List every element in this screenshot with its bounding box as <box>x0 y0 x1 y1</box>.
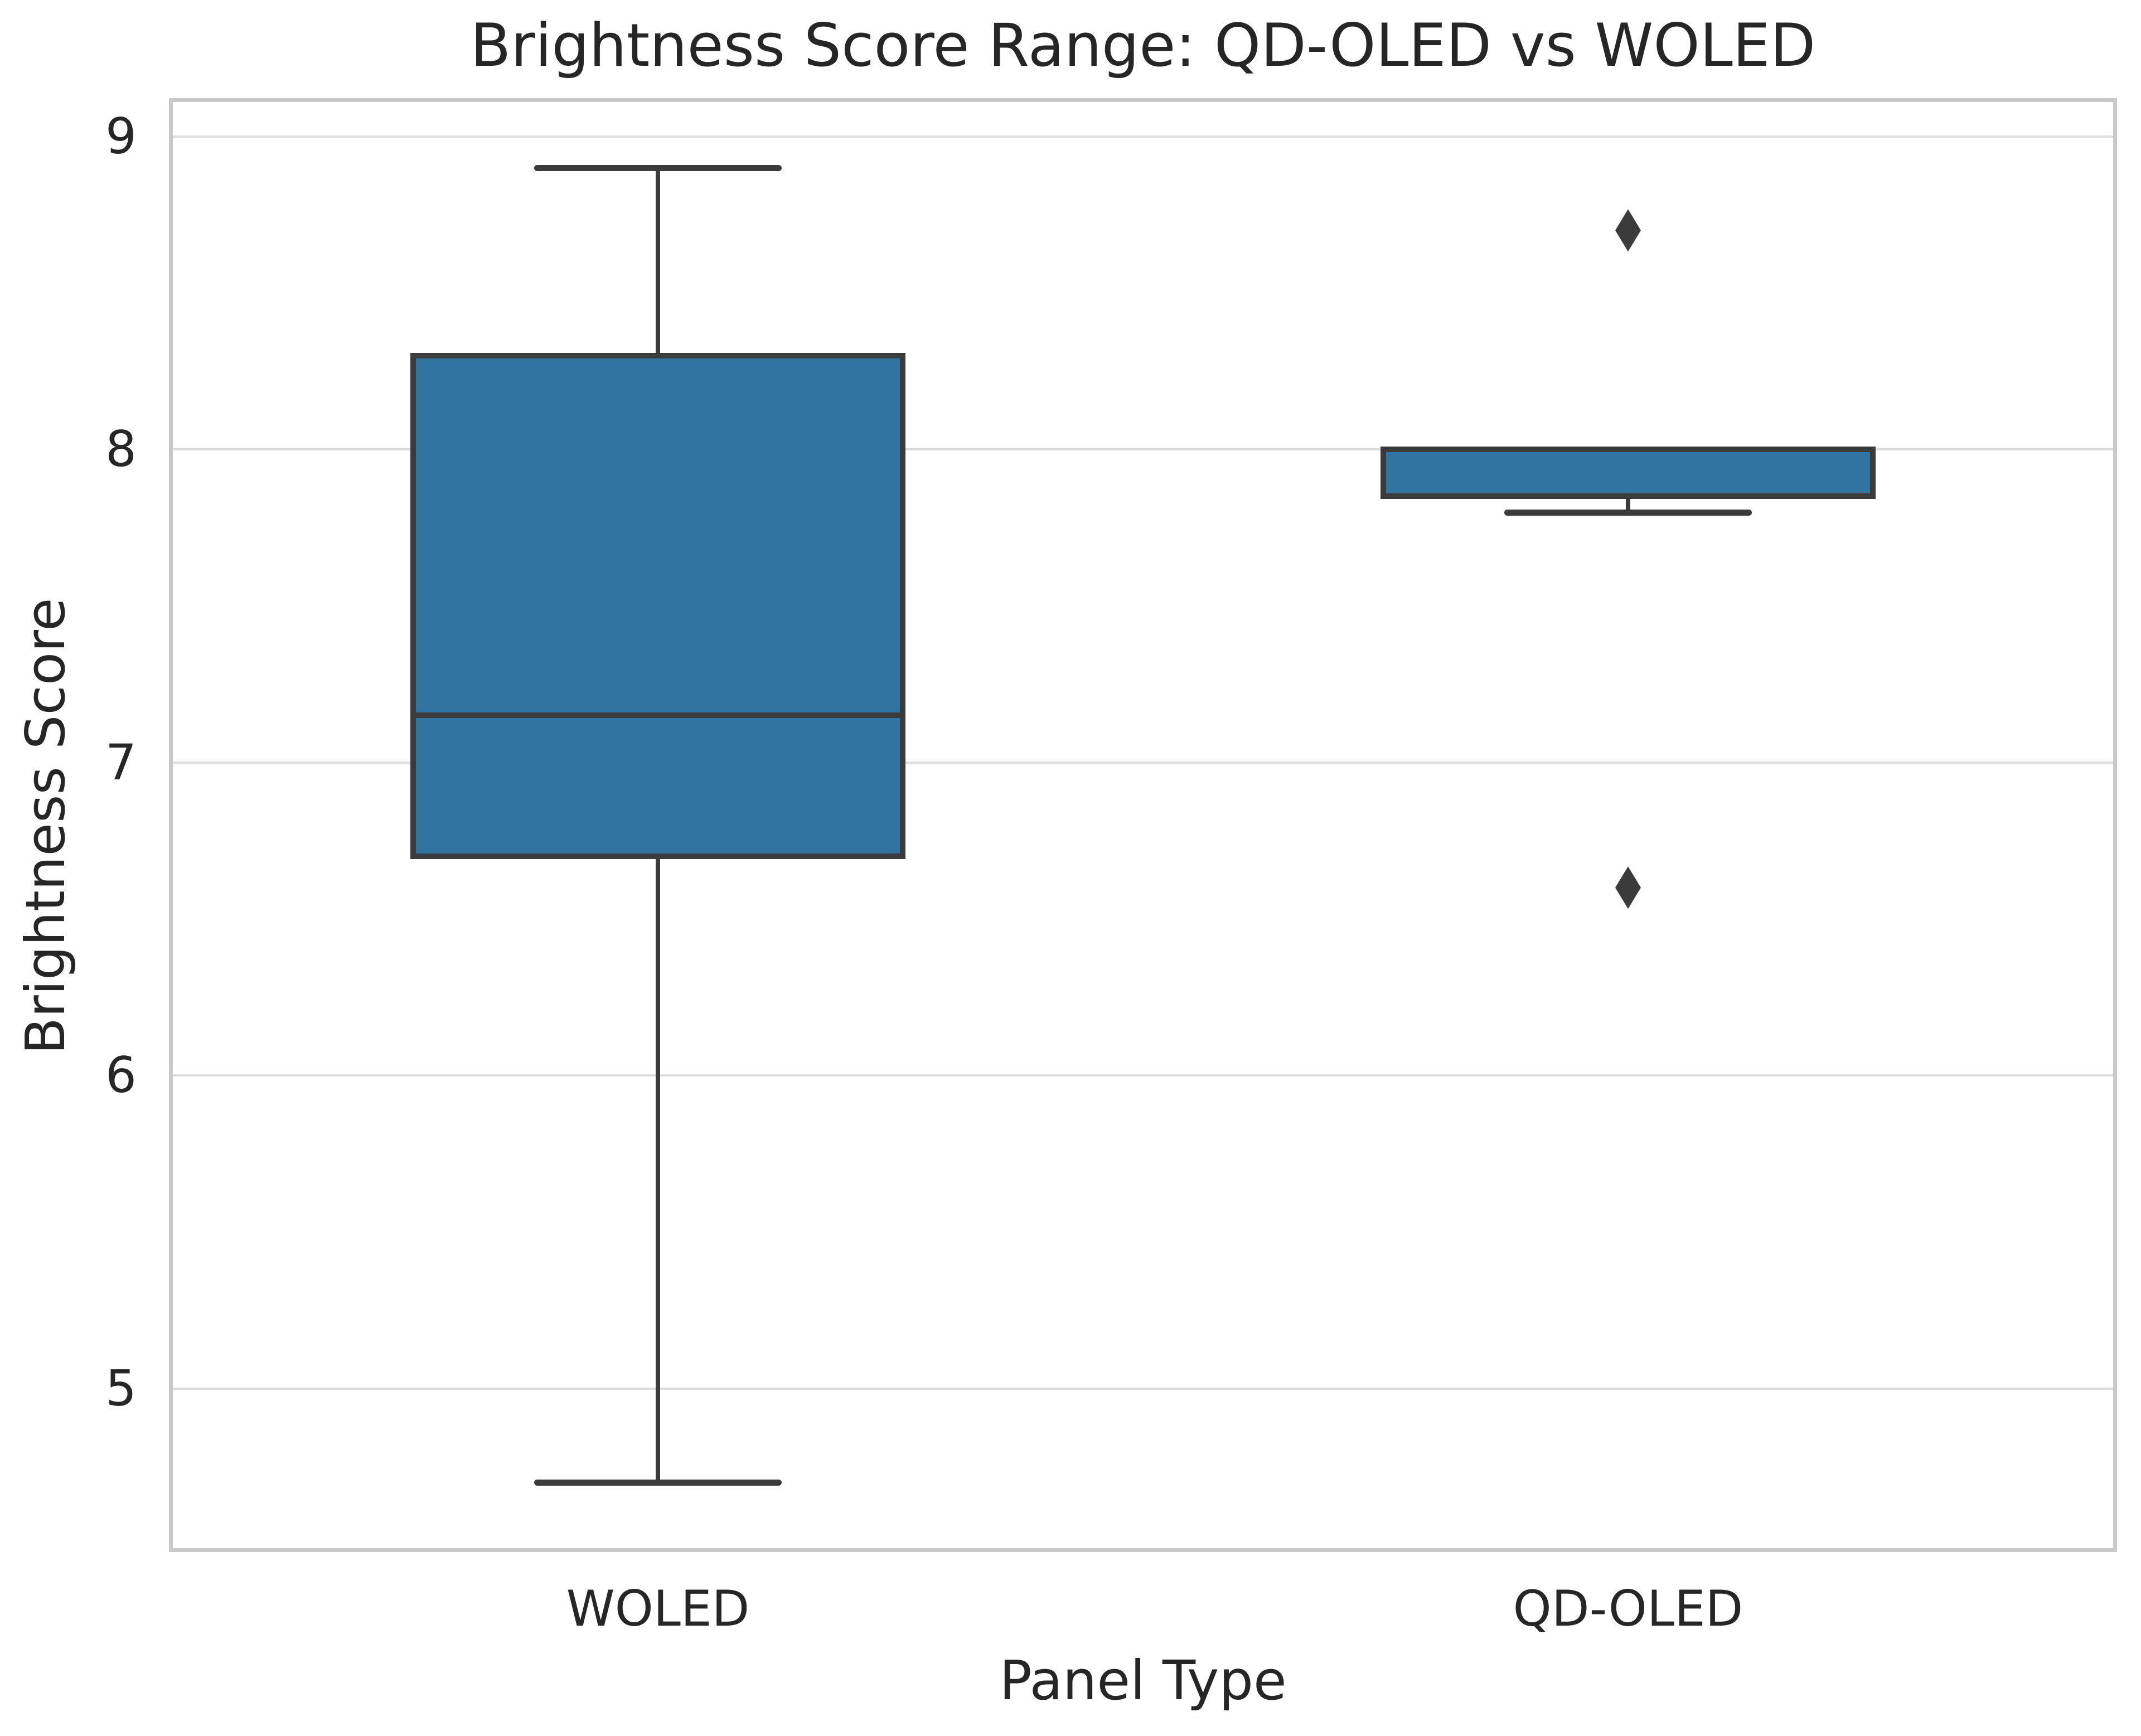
gridline <box>173 1074 2113 1077</box>
x-tick-label-qd-oled: QD-OLED <box>1513 1580 1743 1637</box>
whisker-upper-woled <box>656 167 660 356</box>
whisker-cap-lower-woled <box>534 1480 782 1486</box>
plot-area <box>169 98 2117 1552</box>
gridline <box>173 448 2113 451</box>
gridline <box>173 135 2113 138</box>
box-woled <box>410 352 905 860</box>
y-tick-label: 9 <box>105 107 137 165</box>
x-tick-label-woled: WOLED <box>566 1580 750 1637</box>
median-line-woled <box>410 712 905 719</box>
y-tick-label: 8 <box>105 420 137 478</box>
y-tick-label: 6 <box>105 1046 137 1104</box>
outlier-diamond-qd-oled <box>1615 209 1641 252</box>
whisker-lower-woled <box>656 856 660 1483</box>
outlier-diamond-qd-oled <box>1615 866 1641 909</box>
box-qd-oled <box>1380 447 1876 500</box>
gridline <box>173 761 2113 764</box>
y-tick-label: 7 <box>105 733 137 791</box>
median-line-qd-oled <box>1380 493 1876 500</box>
gridline <box>173 1387 2113 1390</box>
whisker-lower-qd-oled <box>1626 496 1630 512</box>
x-axis-label: Panel Type <box>999 1649 1287 1712</box>
y-tick-label: 5 <box>105 1359 137 1417</box>
whisker-cap-upper-woled <box>534 164 782 171</box>
chart-title: Brightness Score Range: QD-OLED vs WOLED <box>470 11 1816 80</box>
whisker-cap-lower-qd-oled <box>1504 509 1752 516</box>
